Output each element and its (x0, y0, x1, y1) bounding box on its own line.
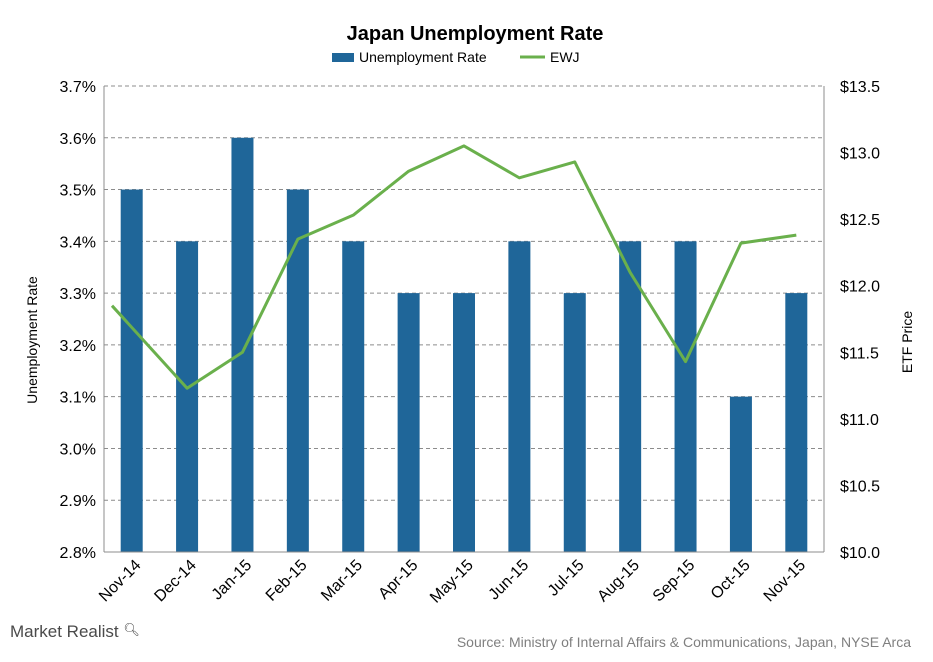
bar (729, 396, 752, 552)
x-axis-ticks: Nov-14 Dec-14 Jan-15 Feb-15 Mar-15 Apr-15 May-… (96, 557, 809, 607)
legend-swatch-bar (332, 53, 354, 62)
bar (342, 241, 365, 553)
right-tick-label: $13.0 (840, 146, 880, 163)
x-tick-label: Aug-15 (594, 557, 643, 606)
bar (286, 189, 309, 553)
left-tick-label: 3.5% (60, 183, 96, 200)
left-tick-label: 3.4% (60, 234, 96, 251)
bar (120, 189, 143, 553)
bar (176, 241, 199, 553)
x-tick-label: Apr-15 (375, 557, 421, 603)
left-axis-title: Unemployment Rate (24, 276, 40, 404)
bar (785, 293, 808, 552)
brand-logo: Market Realist 🔍︎ (10, 622, 140, 642)
bar (619, 241, 642, 553)
right-tick-label: $10.0 (840, 545, 880, 562)
x-tick-label: Oct-15 (708, 557, 754, 603)
bar (563, 293, 586, 552)
magnifier-icon: 🔍︎ (123, 622, 140, 637)
legend-label-bar: Unemployment Rate (359, 49, 487, 65)
x-tick-label: May-15 (427, 557, 477, 607)
axes (103, 86, 825, 553)
x-tick-label: Sep-15 (650, 557, 699, 606)
x-tick-label: Jul-15 (545, 557, 588, 600)
line-series (110, 144, 797, 390)
left-tick-label: 3.0% (60, 441, 96, 458)
left-tick-label: 3.6% (60, 131, 96, 148)
right-tick-label: $11.5 (840, 345, 879, 362)
left-tick-label: 2.8% (60, 545, 96, 562)
legend-label-line: EWJ (550, 49, 580, 65)
x-tick-label: Jan-15 (209, 557, 256, 604)
x-tick-label: Nov-15 (761, 557, 810, 606)
bar (674, 241, 697, 553)
x-tick-label: Mar-15 (318, 557, 366, 605)
right-tick-label: $11.0 (840, 412, 879, 429)
x-tick-label: Nov-14 (96, 557, 145, 606)
bar (231, 137, 254, 552)
x-tick-label: Feb-15 (263, 557, 311, 605)
left-tick-label: 2.9% (60, 493, 96, 510)
x-tick-label: Dec-14 (151, 557, 200, 606)
bar (397, 293, 420, 552)
left-axis-ticks: 2.8% 2.9% 3.0% 3.1% 3.2% 3.3% 3.4% 3.5% 3.6% 3.7% (60, 79, 96, 562)
left-tick-label: 3.2% (60, 338, 96, 355)
right-axis-title: ETF Price (899, 311, 915, 373)
bar (453, 293, 475, 552)
bar-series (120, 137, 808, 553)
right-tick-label: $12.0 (840, 279, 880, 296)
right-tick-label: $10.5 (840, 478, 880, 495)
left-tick-label: 3.1% (60, 390, 96, 407)
left-tick-label: 3.7% (60, 79, 96, 96)
right-tick-label: $12.5 (840, 212, 880, 229)
right-tick-label: $13.5 (840, 79, 880, 96)
right-axis-ticks: $10.0 $10.5 $11.0 $11.5 $12.0 $12.5 $13.0 $13.5 (840, 79, 880, 562)
x-tick-label: Jun-15 (486, 557, 533, 604)
left-tick-label: 3.3% (60, 286, 96, 303)
brand-name: Market Realist (10, 622, 119, 641)
bar (508, 241, 531, 553)
chart-title: Japan Unemployment Rate (347, 23, 604, 45)
source-note: Source: Ministry of Internal Affairs & C… (456, 634, 911, 650)
legend: Unemployment Rate EWJ (332, 49, 580, 65)
